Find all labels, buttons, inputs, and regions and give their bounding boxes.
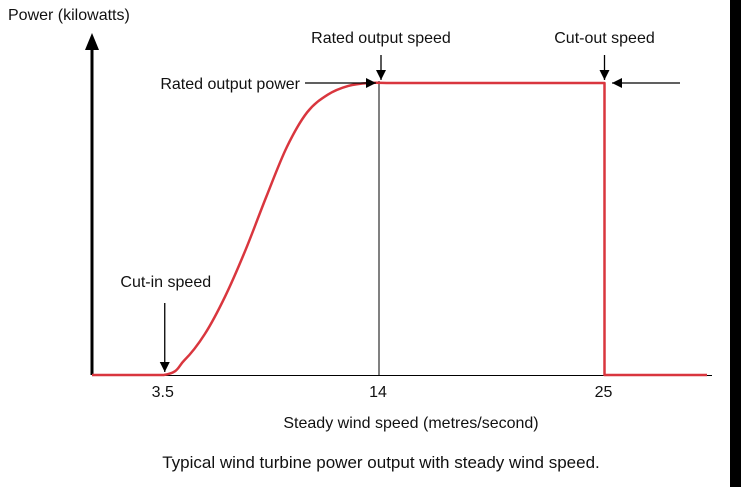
rated-speed-arrow: [376, 55, 386, 80]
cut-out-speed-label: Cut-out speed: [554, 30, 655, 47]
x-tick-labels: 3.5 14 25: [152, 384, 613, 401]
rated-power-arrow: [305, 78, 376, 88]
cut-in-speed-label: Cut-in speed: [120, 274, 211, 291]
cut-out-side-arrow: [612, 78, 680, 88]
power-curve-line: [92, 81, 707, 377]
x-tick-label: 3.5: [152, 384, 174, 401]
x-axis-label: Steady wind speed (metres/second): [283, 415, 538, 432]
rated-output-power-label: Rated output power: [160, 76, 300, 93]
cut-out-arrow: [599, 55, 610, 80]
annotation-arrows: [159, 55, 680, 372]
y-axis-label: Power (kilowatts): [8, 7, 130, 24]
figure-caption: Typical wind turbine power output with s…: [162, 453, 600, 472]
rated-output-speed-label: Rated output speed: [311, 30, 451, 47]
cut-in-arrow: [159, 303, 170, 372]
x-tick-label: 25: [595, 384, 613, 401]
x-tick-label: 14: [369, 384, 387, 401]
y-axis-arrowhead: [85, 33, 99, 50]
